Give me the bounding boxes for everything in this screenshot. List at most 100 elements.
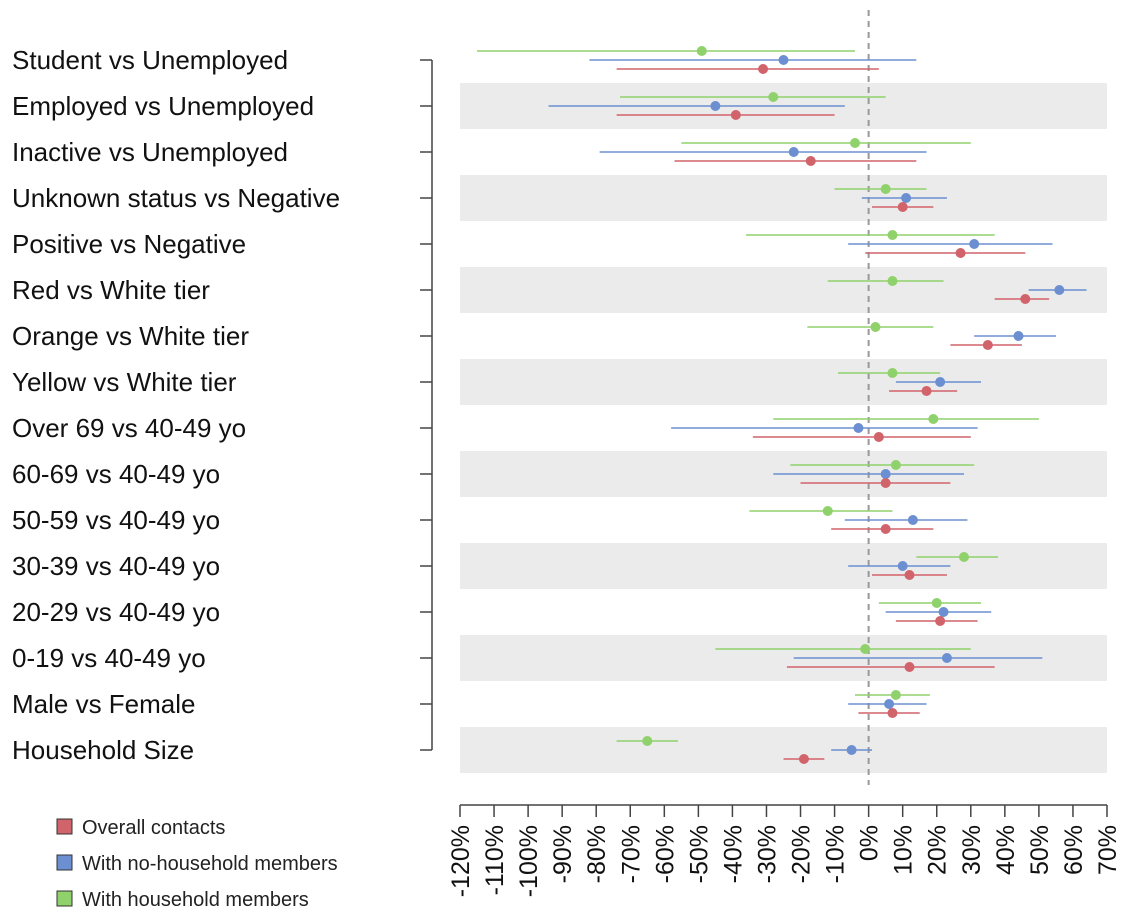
category-label: Inactive vs Unemployed [12,137,288,167]
x-tick-label: 20% [924,825,952,875]
point-estimate-with-no-household-members [907,515,918,525]
point-estimate-overall-contacts [805,156,816,166]
point-estimate-with-household-members [890,460,901,470]
category-label: 30-39 vs 40-49 yo [12,551,220,581]
point-estimate-with-household-members [870,322,881,332]
point-estimate-overall-contacts [921,386,932,396]
x-tick-label: -80% [583,825,611,883]
legend-label: With no-household members [82,853,338,875]
point-estimate-with-no-household-members [788,147,799,157]
x-tick-label: -100% [515,825,543,897]
point-estimate-overall-contacts [897,202,908,212]
row-band [460,359,1107,405]
point-estimate-overall-contacts [955,248,966,258]
x-tick-label: -120% [447,825,475,897]
point-estimate-overall-contacts [904,570,915,580]
x-tick-label: -10% [822,825,850,883]
point-estimate-with-household-members [768,92,779,102]
point-estimate-with-no-household-members [941,653,952,663]
point-estimate-with-household-members [880,184,891,194]
point-estimate-overall-contacts [1020,294,1031,304]
point-estimate-with-household-members [928,414,939,424]
x-tick-label: -60% [651,825,679,883]
category-label: Employed vs Unemployed [12,91,314,121]
category-label: Red vs White tier [12,275,210,305]
point-estimate-with-household-members [887,230,898,240]
x-tick-label: -70% [617,825,645,883]
x-tick-label: 0% [856,825,884,861]
x-tick-label: 40% [992,825,1020,875]
row-band [460,267,1107,313]
category-label: Unknown status vs Negative [12,183,340,213]
legend-label: With household members [82,889,309,911]
point-estimate-with-no-household-members [938,607,949,617]
category-label: 20-29 vs 40-49 yo [12,597,220,627]
legend-swatch [56,854,73,871]
legend-swatch [56,818,73,835]
category-label: Over 69 vs 40-49 yo [12,413,246,443]
x-tick-label: 60% [1060,825,1088,875]
row-band [460,543,1107,589]
point-estimate-overall-contacts [887,708,898,718]
point-estimate-overall-contacts [730,110,741,120]
point-estimate-with-no-household-members [853,423,864,433]
point-estimate-with-household-members [860,644,871,654]
point-estimate-with-no-household-members [884,699,895,709]
point-estimate-with-household-members [931,598,942,608]
x-tick-label: -90% [549,825,577,883]
point-estimate-overall-contacts [798,754,809,764]
point-estimate-with-no-household-members [880,469,891,479]
category-label: 0-19 vs 40-49 yo [12,643,206,673]
point-estimate-with-household-members [850,138,861,148]
point-estimate-with-household-members [696,46,707,56]
point-estimate-with-no-household-members [897,561,908,571]
x-tick-label: 50% [1026,825,1054,875]
category-label: Positive vs Negative [12,229,246,259]
point-estimate-overall-contacts [873,432,884,442]
point-estimate-with-no-household-members [710,101,721,111]
point-estimate-with-no-household-members [969,239,980,249]
category-label: Student vs Unemployed [12,45,288,75]
point-estimate-overall-contacts [880,478,891,488]
x-tick-label: -40% [719,825,747,883]
legend: Overall contacts With no-household member… [56,817,338,911]
point-estimate-with-no-household-members [1054,285,1065,295]
category-label: Household Size [12,735,194,765]
point-estimate-with-no-household-members [1013,331,1024,341]
point-estimate-with-household-members [958,552,969,562]
y-axis-bracket [420,59,433,751]
x-tick-label: -20% [788,825,816,883]
x-tick-label: 10% [890,825,918,875]
point-estimate-overall-contacts [758,64,769,74]
x-tick-label: 30% [958,825,986,875]
x-axis: -120% -110% -100% -90% -80% -70% -60% -50% -40% -… [447,804,1121,897]
point-estimate-overall-contacts [880,524,891,534]
x-tick-label: 70% [1094,825,1121,875]
legend-swatch [56,890,73,907]
x-tick-label: -30% [753,825,781,883]
category-label: 60-69 vs 40-49 yo [12,459,220,489]
point-estimate-overall-contacts [935,616,946,626]
row-band [460,727,1107,773]
category-label: Male vs Female [12,689,196,719]
category-label: Orange vs White tier [12,321,249,351]
category-label: Yellow vs White tier [12,367,237,397]
point-estimate-with-household-members [890,690,901,700]
point-estimate-with-no-household-members [935,377,946,387]
point-estimate-with-household-members [887,276,898,286]
x-tick-label: -50% [685,825,713,883]
point-estimate-with-household-members [887,368,898,378]
x-tick-label: -110% [481,825,509,895]
row-band [460,175,1107,221]
point-estimate-overall-contacts [904,662,915,672]
category-label: 50-59 vs 40-49 yo [12,505,220,535]
point-estimate-with-no-household-members [846,745,857,755]
category-labels: Student vs Unemployed Employed vs Unemplo… [12,45,340,765]
point-estimate-overall-contacts [982,340,993,350]
point-estimate-with-household-members [642,736,653,746]
legend-label: Overall contacts [82,817,225,839]
point-estimate-with-no-household-members [778,55,789,65]
point-estimate-with-no-household-members [901,193,912,203]
point-estimate-with-household-members [822,506,833,516]
